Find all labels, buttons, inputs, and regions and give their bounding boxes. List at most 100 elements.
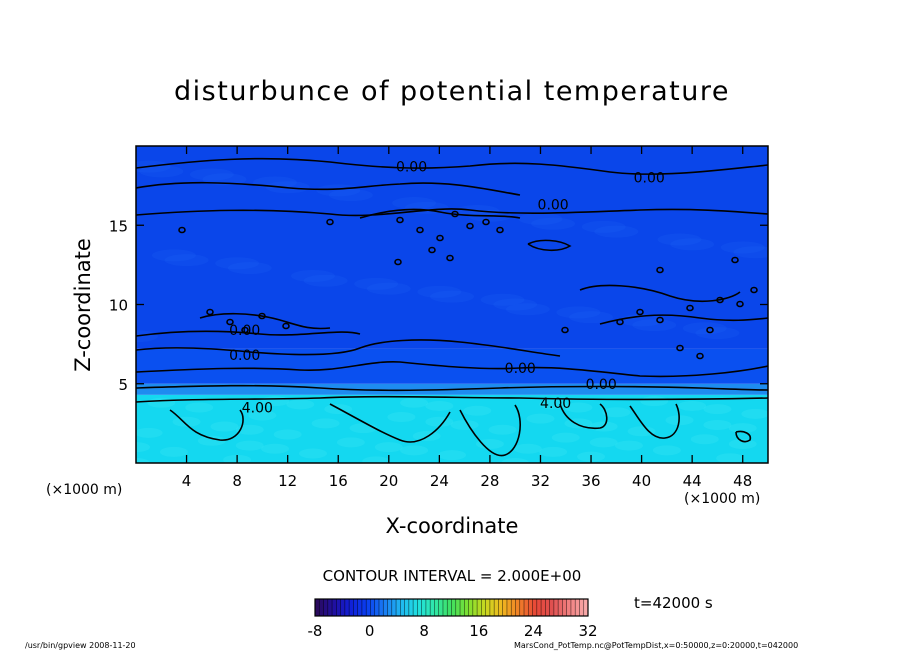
- colorbar-cell: [477, 599, 482, 616]
- contour-line-4: [136, 330, 361, 337]
- field-texture: [159, 446, 188, 457]
- field-texture: [354, 277, 399, 290]
- colorbar-cell: [528, 599, 534, 616]
- field-texture: [501, 458, 530, 463]
- field-texture: [505, 303, 550, 316]
- field-texture: [235, 424, 264, 435]
- field-texture: [581, 220, 626, 233]
- colorbar-cell: [336, 599, 342, 616]
- colorbar-cell: [536, 599, 542, 616]
- field-texture: [374, 442, 403, 453]
- contour-loop-18: [686, 304, 694, 312]
- colorbar-cell: [417, 599, 423, 616]
- colorbar-cell: [425, 599, 431, 616]
- field-texture: [539, 399, 568, 410]
- field-texture: [392, 197, 437, 210]
- contour-line-3: [359, 208, 521, 219]
- field-texture: [632, 319, 677, 332]
- field-texture: [400, 445, 429, 456]
- field-texture: [286, 399, 315, 410]
- contour-loop-11: [226, 318, 234, 326]
- contour-loop-4: [466, 222, 474, 230]
- x-tick-label-2: 12: [278, 472, 297, 490]
- colorbar-cell: [374, 599, 380, 616]
- x-tick-label-4: 20: [379, 472, 398, 490]
- y-axis-ticks: 5 10 15: [109, 217, 768, 394]
- field-texture: [513, 443, 542, 454]
- field-texture: [210, 421, 239, 432]
- field-texture: [531, 217, 576, 230]
- field-texture: [189, 168, 234, 181]
- x-unit-right: (×1000 m): [684, 491, 761, 507]
- contour-line-18: [735, 430, 752, 443]
- field-texture: [298, 448, 327, 459]
- field-texture: [475, 438, 504, 449]
- colorbar-cell: [383, 599, 389, 616]
- field-texture: [678, 400, 707, 411]
- colorbar-cell: [515, 599, 521, 616]
- field-texture: [556, 306, 601, 319]
- colorbar-cell: [442, 599, 448, 616]
- colorbar-cell: [353, 599, 359, 616]
- colorbar-cell: [430, 599, 435, 616]
- colorbar-cell: [396, 599, 401, 616]
- x-tick-label-8: 36: [581, 472, 600, 490]
- contour-loop-2: [436, 234, 444, 242]
- contour-line-14: [579, 284, 741, 302]
- colorbar: -8 0 8 16 24 32: [308, 598, 598, 640]
- colorbar-cell: [562, 599, 568, 616]
- colorbar-cell: [438, 599, 444, 616]
- field-texture: [640, 396, 669, 407]
- field-texture: [652, 445, 681, 456]
- contour-label-8: 4.00: [540, 396, 571, 412]
- field-texture: [450, 419, 479, 430]
- contour-label-1: 0.00: [634, 171, 665, 187]
- field-texture: [733, 246, 768, 259]
- contour-line-10: [329, 403, 451, 443]
- field-texture: [290, 269, 335, 282]
- contour-label-6: 0.00: [586, 377, 617, 393]
- x-tick-label-9: 40: [632, 472, 651, 490]
- field-texture: [215, 257, 260, 270]
- colorbar-cell: [332, 599, 337, 616]
- colorbar-cell: [502, 599, 508, 616]
- field-texture: [564, 402, 593, 413]
- contour-label-5: 0.00: [505, 361, 536, 377]
- y-tick-label-0: 5: [118, 376, 128, 394]
- contour-loop-23: [736, 300, 744, 308]
- colorbar-cell: [387, 599, 393, 616]
- colorbar-cell: [349, 599, 354, 616]
- x-tick-label-1: 8: [232, 472, 242, 490]
- contour-line-17: [527, 239, 572, 252]
- colorbar-cell: [455, 599, 461, 616]
- field-texture: [387, 412, 416, 423]
- contour-label-7: 4.00: [242, 401, 273, 417]
- field-texture: [438, 450, 466, 461]
- field-texture: [362, 456, 391, 463]
- colorbar-tick-label-5: 32: [578, 622, 597, 640]
- colorbar-tick-label-4: 24: [524, 622, 543, 640]
- contour-loop-22: [696, 352, 704, 360]
- y-tick-label-1: 10: [109, 297, 128, 315]
- field-texture: [261, 443, 290, 454]
- field-texture: [136, 330, 158, 343]
- contour-label-3: 0.00: [229, 323, 260, 339]
- field-texture: [539, 446, 568, 457]
- field-texture: [425, 416, 454, 427]
- field-texture: [164, 254, 209, 267]
- field-texture: [627, 426, 656, 437]
- colorbar-cell: [558, 599, 563, 616]
- field-texture: [336, 437, 365, 448]
- field-texture: [136, 427, 163, 438]
- x-axis-ticks: 4 8 12 16 20 24 28 32 36 40 44 48: [182, 146, 752, 490]
- contour-loop-19: [706, 326, 714, 334]
- y-axis-label: Z-coordinate: [71, 238, 95, 372]
- field-texture: [273, 429, 302, 440]
- colorbar-cell: [408, 599, 414, 616]
- field-texture: [716, 453, 745, 463]
- contour-loop-27: [561, 326, 569, 334]
- time-label: t=42000 s: [634, 594, 713, 612]
- field-texture: [197, 435, 226, 446]
- chart-title: disturbunce of potential temperature: [174, 76, 730, 107]
